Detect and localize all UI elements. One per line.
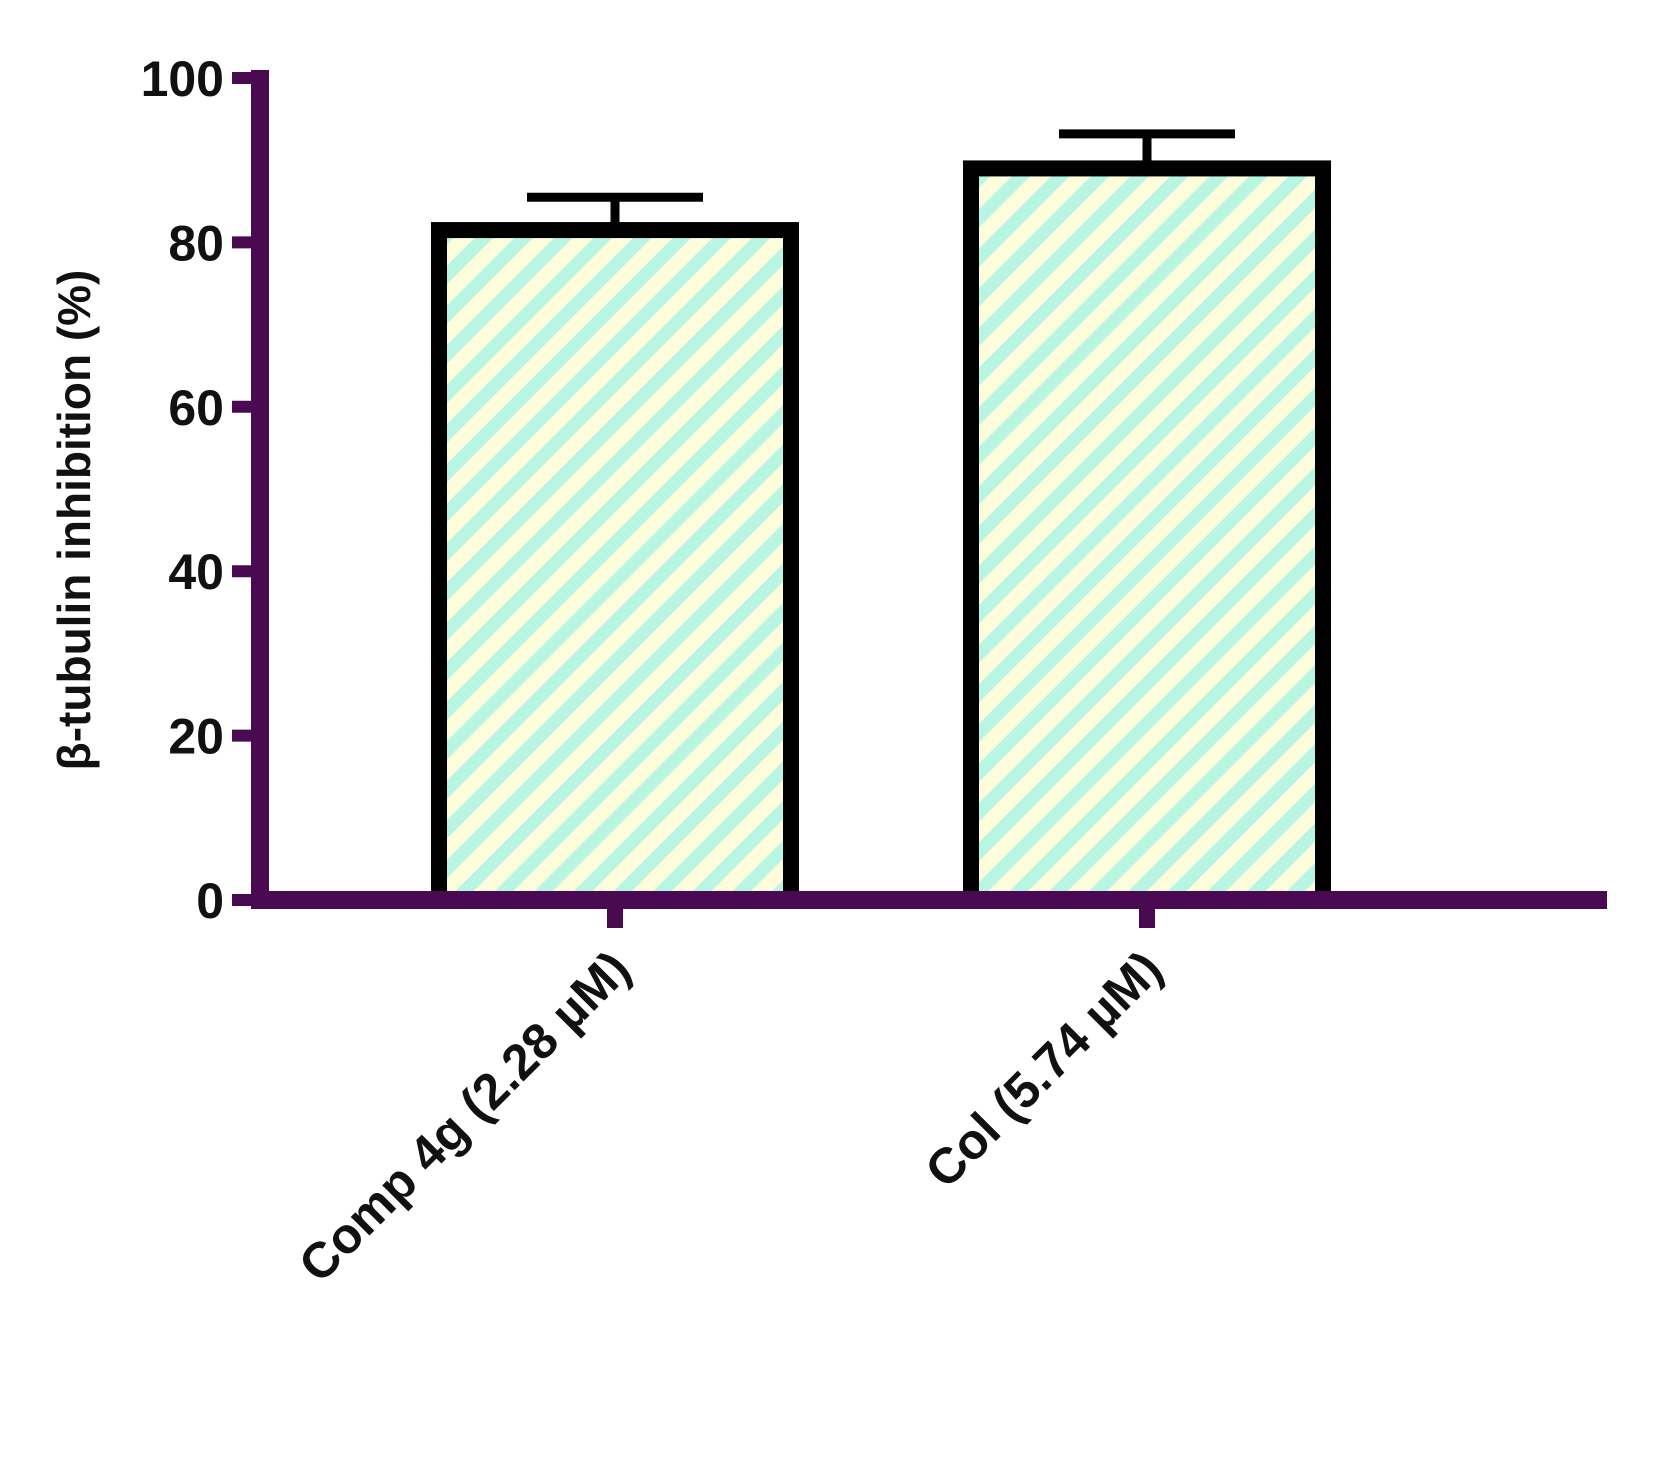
axes-group <box>251 70 1607 909</box>
y-axis-title: β-tubulin inhibition (%) <box>48 270 100 771</box>
y-tick-label: 20 <box>168 709 224 765</box>
y-ticks-group: 0 20 40 60 80 100 <box>141 51 260 929</box>
y-tick-label: 0 <box>196 873 224 929</box>
y-tick-label: 80 <box>168 215 224 271</box>
x-category-label: Comp 4g (2.28 µM) <box>288 940 641 1293</box>
y-tick-label: 60 <box>168 380 224 436</box>
bars-group <box>431 160 1331 909</box>
y-tick-label: 40 <box>168 544 224 600</box>
bar <box>963 160 1331 909</box>
bar <box>431 222 799 908</box>
x-ticks-group: Comp 4g (2.28 µM) Col (5.74 µM) <box>288 900 1173 1293</box>
x-category-label: Col (5.74 µM) <box>914 940 1172 1198</box>
y-tick-label: 100 <box>141 51 224 107</box>
